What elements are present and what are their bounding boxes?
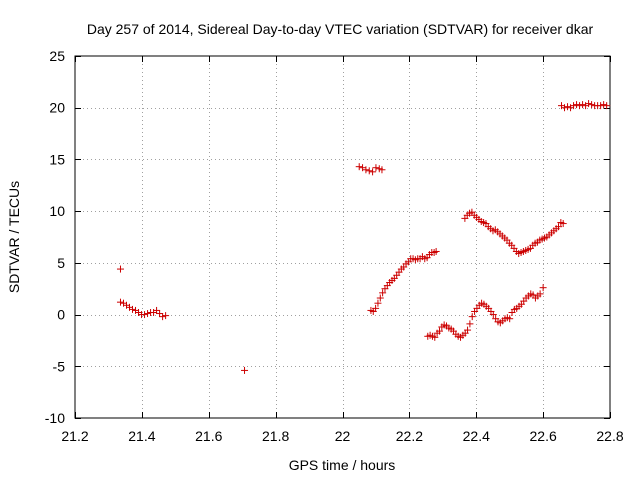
x-tick-label: 21.4 bbox=[128, 428, 155, 444]
data-point bbox=[362, 166, 370, 174]
x-tick-label: 22.8 bbox=[596, 428, 623, 444]
data-point bbox=[431, 333, 439, 341]
data-point bbox=[579, 101, 587, 109]
data-point bbox=[372, 164, 380, 172]
data-point bbox=[506, 315, 514, 323]
data-point bbox=[156, 310, 164, 318]
data-point bbox=[464, 326, 472, 334]
data-point bbox=[374, 299, 382, 307]
y-tick-label: -10 bbox=[45, 410, 65, 426]
axis-ticks bbox=[75, 56, 611, 419]
x-tick-label: 22 bbox=[335, 428, 351, 444]
y-tick-label: 25 bbox=[49, 48, 65, 64]
data-point bbox=[372, 304, 380, 312]
data-point bbox=[559, 220, 567, 228]
data-point bbox=[576, 102, 584, 110]
chart-title: Day 257 of 2014, Sidereal Day-to-day VTE… bbox=[87, 21, 594, 37]
data-points bbox=[116, 100, 611, 374]
x-tick-label: 21.8 bbox=[262, 428, 289, 444]
y-axis-tick-labels: -10 -5 0 5 10 15 20 25 bbox=[45, 48, 65, 426]
y-tick-label: 5 bbox=[57, 255, 65, 271]
x-tick-label: 22.6 bbox=[530, 428, 557, 444]
data-point bbox=[153, 306, 161, 314]
y-axis-label: SDTVAR / TECUs bbox=[6, 181, 22, 293]
data-point bbox=[379, 289, 387, 297]
y-tick-label: -5 bbox=[53, 358, 66, 374]
data-point bbox=[435, 327, 443, 335]
data-point bbox=[564, 103, 572, 111]
y-tick-label: 10 bbox=[49, 203, 65, 219]
data-point bbox=[159, 313, 167, 321]
data-point bbox=[539, 284, 547, 292]
data-point bbox=[378, 166, 386, 174]
y-tick-label: 0 bbox=[57, 307, 65, 323]
data-point bbox=[585, 100, 593, 108]
data-point bbox=[570, 102, 578, 110]
data-point bbox=[466, 320, 474, 328]
data-point bbox=[376, 294, 384, 302]
data-point bbox=[573, 101, 581, 109]
data-point bbox=[588, 101, 596, 109]
data-point bbox=[489, 311, 497, 319]
x-tick-label: 22.4 bbox=[463, 428, 490, 444]
data-point bbox=[144, 310, 152, 318]
x-tick-label: 21.6 bbox=[195, 428, 222, 444]
x-tick-label: 21.2 bbox=[61, 428, 88, 444]
data-point bbox=[365, 167, 373, 175]
data-point bbox=[369, 168, 377, 176]
data-point bbox=[355, 163, 363, 171]
data-point bbox=[468, 313, 476, 321]
data-point bbox=[116, 265, 124, 273]
data-point bbox=[241, 366, 249, 374]
data-point bbox=[162, 312, 170, 320]
data-point bbox=[141, 311, 149, 319]
x-axis-tick-labels: 21.2 21.4 21.6 21.8 22 22.2 22.4 22.6 22.8 bbox=[61, 428, 623, 444]
data-point bbox=[432, 247, 440, 255]
data-point bbox=[129, 305, 137, 313]
data-point bbox=[536, 290, 544, 298]
x-tick-label: 22.2 bbox=[396, 428, 423, 444]
data-point bbox=[561, 104, 569, 112]
y-tick-label: 20 bbox=[49, 100, 65, 116]
y-tick-label: 15 bbox=[49, 151, 65, 167]
x-axis-label: GPS time / hours bbox=[289, 457, 396, 473]
data-point bbox=[555, 223, 563, 231]
data-point bbox=[603, 102, 611, 110]
data-point bbox=[600, 101, 608, 109]
grid bbox=[75, 56, 610, 418]
data-point bbox=[116, 298, 124, 306]
plot-area-border bbox=[74, 55, 611, 419]
data-point bbox=[597, 102, 605, 110]
